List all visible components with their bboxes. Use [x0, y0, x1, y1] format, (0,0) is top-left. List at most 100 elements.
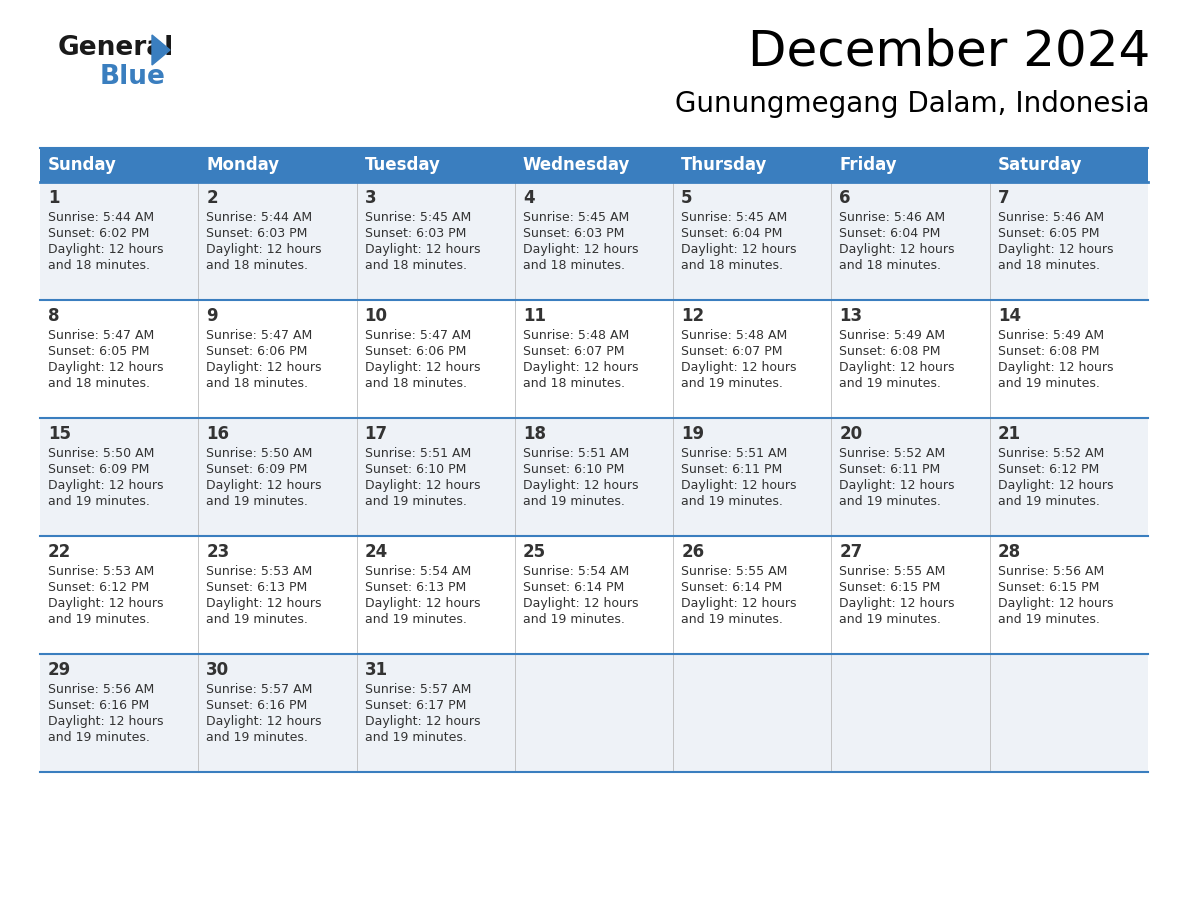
Text: Sunrise: 5:47 AM: Sunrise: 5:47 AM [207, 329, 312, 342]
Text: Sunset: 6:03 PM: Sunset: 6:03 PM [365, 227, 466, 240]
Text: Sunset: 6:16 PM: Sunset: 6:16 PM [207, 699, 308, 712]
Text: Sunset: 6:08 PM: Sunset: 6:08 PM [840, 345, 941, 358]
Text: Sunrise: 5:49 AM: Sunrise: 5:49 AM [840, 329, 946, 342]
Text: Sunrise: 5:46 AM: Sunrise: 5:46 AM [840, 211, 946, 224]
Text: Sunrise: 5:51 AM: Sunrise: 5:51 AM [523, 447, 630, 460]
Text: General: General [58, 35, 175, 61]
Text: Sunrise: 5:45 AM: Sunrise: 5:45 AM [523, 211, 630, 224]
Text: 7: 7 [998, 189, 1010, 207]
Text: Sunset: 6:12 PM: Sunset: 6:12 PM [998, 463, 1099, 476]
Bar [832, 148, 990, 182]
Text: and 18 minutes.: and 18 minutes. [207, 377, 308, 390]
Text: Sunrise: 5:54 AM: Sunrise: 5:54 AM [365, 565, 470, 578]
Text: Sunrise: 5:48 AM: Sunrise: 5:48 AM [681, 329, 788, 342]
Text: and 19 minutes.: and 19 minutes. [48, 731, 150, 744]
Text: Sunrise: 5:55 AM: Sunrise: 5:55 AM [681, 565, 788, 578]
Text: and 19 minutes.: and 19 minutes. [207, 613, 308, 626]
Bar [514, 148, 674, 182]
Text: Daylight: 12 hours: Daylight: 12 hours [840, 361, 955, 374]
Text: and 18 minutes.: and 18 minutes. [681, 259, 783, 272]
Text: Sunrise: 5:47 AM: Sunrise: 5:47 AM [48, 329, 154, 342]
Text: 20: 20 [840, 425, 862, 443]
Text: Daylight: 12 hours: Daylight: 12 hours [207, 361, 322, 374]
Text: 5: 5 [681, 189, 693, 207]
Text: Sunrise: 5:49 AM: Sunrise: 5:49 AM [998, 329, 1104, 342]
Text: 13: 13 [840, 307, 862, 325]
Text: 25: 25 [523, 543, 546, 561]
Text: Blue: Blue [100, 64, 166, 90]
Text: Sunset: 6:11 PM: Sunset: 6:11 PM [840, 463, 941, 476]
Text: Daylight: 12 hours: Daylight: 12 hours [681, 479, 797, 492]
Text: Daylight: 12 hours: Daylight: 12 hours [365, 715, 480, 728]
Text: and 19 minutes.: and 19 minutes. [840, 377, 941, 390]
Text: and 19 minutes.: and 19 minutes. [365, 613, 467, 626]
Text: Daylight: 12 hours: Daylight: 12 hours [207, 597, 322, 610]
Text: Sunset: 6:15 PM: Sunset: 6:15 PM [840, 581, 941, 594]
Text: Sunrise: 5:44 AM: Sunrise: 5:44 AM [48, 211, 154, 224]
Text: and 18 minutes.: and 18 minutes. [840, 259, 941, 272]
Text: Sunrise: 5:46 AM: Sunrise: 5:46 AM [998, 211, 1104, 224]
Text: 12: 12 [681, 307, 704, 325]
Text: Sunrise: 5:50 AM: Sunrise: 5:50 AM [207, 447, 312, 460]
Text: and 18 minutes.: and 18 minutes. [48, 259, 150, 272]
Text: Sunrise: 5:47 AM: Sunrise: 5:47 AM [365, 329, 470, 342]
Text: Daylight: 12 hours: Daylight: 12 hours [998, 243, 1113, 256]
Text: Sunset: 6:06 PM: Sunset: 6:06 PM [207, 345, 308, 358]
Text: 29: 29 [48, 661, 71, 679]
Text: and 19 minutes.: and 19 minutes. [365, 495, 467, 508]
Text: Daylight: 12 hours: Daylight: 12 hours [681, 361, 797, 374]
Text: 8: 8 [48, 307, 59, 325]
Text: 11: 11 [523, 307, 545, 325]
Bar [40, 148, 198, 182]
Text: Daylight: 12 hours: Daylight: 12 hours [523, 597, 638, 610]
Text: 31: 31 [365, 661, 387, 679]
Text: Daylight: 12 hours: Daylight: 12 hours [48, 479, 164, 492]
Text: 30: 30 [207, 661, 229, 679]
Text: Sunset: 6:16 PM: Sunset: 6:16 PM [48, 699, 150, 712]
Text: 2: 2 [207, 189, 217, 207]
Text: 6: 6 [840, 189, 851, 207]
Text: Friday: Friday [840, 156, 897, 174]
Text: 1: 1 [48, 189, 59, 207]
Text: Sunset: 6:05 PM: Sunset: 6:05 PM [998, 227, 1099, 240]
Text: Sunrise: 5:56 AM: Sunrise: 5:56 AM [998, 565, 1104, 578]
Text: Sunset: 6:07 PM: Sunset: 6:07 PM [681, 345, 783, 358]
Text: Sunset: 6:10 PM: Sunset: 6:10 PM [523, 463, 624, 476]
Text: Daylight: 12 hours: Daylight: 12 hours [207, 243, 322, 256]
Text: Sunset: 6:04 PM: Sunset: 6:04 PM [840, 227, 941, 240]
Text: and 18 minutes.: and 18 minutes. [48, 377, 150, 390]
Text: Sunset: 6:09 PM: Sunset: 6:09 PM [48, 463, 150, 476]
Text: Sunrise: 5:55 AM: Sunrise: 5:55 AM [840, 565, 946, 578]
Polygon shape [152, 35, 170, 65]
Text: 28: 28 [998, 543, 1020, 561]
Text: Thursday: Thursday [681, 156, 767, 174]
Text: and 19 minutes.: and 19 minutes. [523, 495, 625, 508]
Text: and 19 minutes.: and 19 minutes. [840, 495, 941, 508]
Text: and 19 minutes.: and 19 minutes. [681, 377, 783, 390]
Text: 23: 23 [207, 543, 229, 561]
Bar [990, 148, 1148, 182]
Bar [40, 182, 1148, 300]
Text: Daylight: 12 hours: Daylight: 12 hours [840, 243, 955, 256]
Bar [40, 536, 1148, 654]
Text: 19: 19 [681, 425, 704, 443]
Text: December 2024: December 2024 [747, 28, 1150, 76]
Text: Daylight: 12 hours: Daylight: 12 hours [523, 361, 638, 374]
Text: Saturday: Saturday [998, 156, 1082, 174]
Text: Daylight: 12 hours: Daylight: 12 hours [365, 361, 480, 374]
Text: and 19 minutes.: and 19 minutes. [207, 495, 308, 508]
Text: and 19 minutes.: and 19 minutes. [365, 731, 467, 744]
Text: Sunset: 6:14 PM: Sunset: 6:14 PM [523, 581, 624, 594]
Text: Wednesday: Wednesday [523, 156, 630, 174]
Text: 4: 4 [523, 189, 535, 207]
Text: and 19 minutes.: and 19 minutes. [840, 613, 941, 626]
Text: 26: 26 [681, 543, 704, 561]
Text: Sunrise: 5:45 AM: Sunrise: 5:45 AM [365, 211, 470, 224]
Text: Sunrise: 5:52 AM: Sunrise: 5:52 AM [840, 447, 946, 460]
Text: and 19 minutes.: and 19 minutes. [48, 613, 150, 626]
Text: and 18 minutes.: and 18 minutes. [523, 259, 625, 272]
Text: 3: 3 [365, 189, 377, 207]
Text: and 18 minutes.: and 18 minutes. [207, 259, 308, 272]
Text: 10: 10 [365, 307, 387, 325]
Text: Sunrise: 5:52 AM: Sunrise: 5:52 AM [998, 447, 1104, 460]
